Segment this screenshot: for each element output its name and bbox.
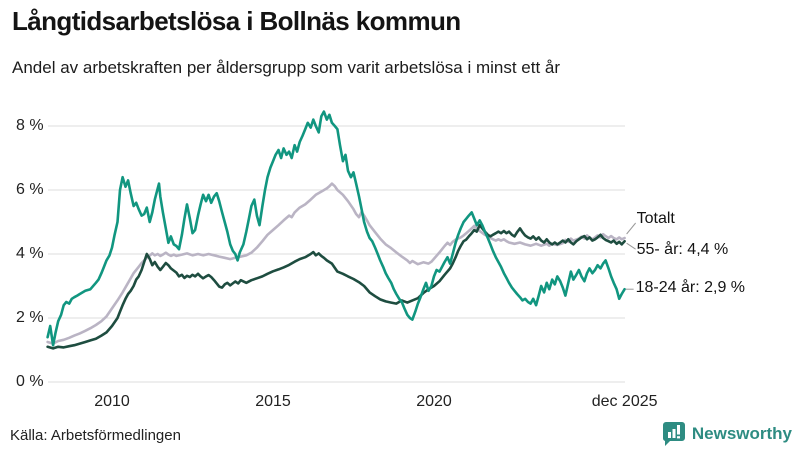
x-axis-tick-label: 2010 [94,393,130,410]
y-axis-tick-label: 0 % [16,373,44,390]
annotation-connector [626,222,637,235]
x-axis-tick-label: 2015 [255,393,291,410]
series-end-label: Totalt [636,210,675,227]
y-axis-tick-label: 2 % [16,309,44,326]
page-subtitle: Andel av arbetskraften per åldersgrupp s… [12,58,561,77]
y-axis-tick-label: 4 % [16,245,44,262]
x-axis-tick-label: dec 2025 [591,393,658,410]
annotation-connector [626,242,636,250]
annotation-connectors [625,222,637,290]
gridlines [48,125,625,383]
series-line-55-r [46,223,626,350]
y-axis-tick-label: 6 % [16,181,44,198]
x-axis-tick-label: 2020 [416,393,452,410]
y-axis-tick-label: 8 % [16,117,44,134]
newsworthy-icon [662,422,685,446]
newsworthy-logo: Newsworthy [662,421,792,447]
source-note: Källa: Arbetsförmedlingen [10,427,181,444]
series-end-label: 55- år: 4,4 % [636,241,729,259]
page-title: Långtidsarbetslösa i Bollnäs kommun [12,6,461,36]
series-line-totalt [46,182,626,345]
chart-series [46,110,626,350]
series-end-label: 18-24 år: 2,9 % [635,279,746,297]
newsworthy-wordmark: Newsworthy [691,424,792,443]
series-line-18-24-r [46,110,626,347]
